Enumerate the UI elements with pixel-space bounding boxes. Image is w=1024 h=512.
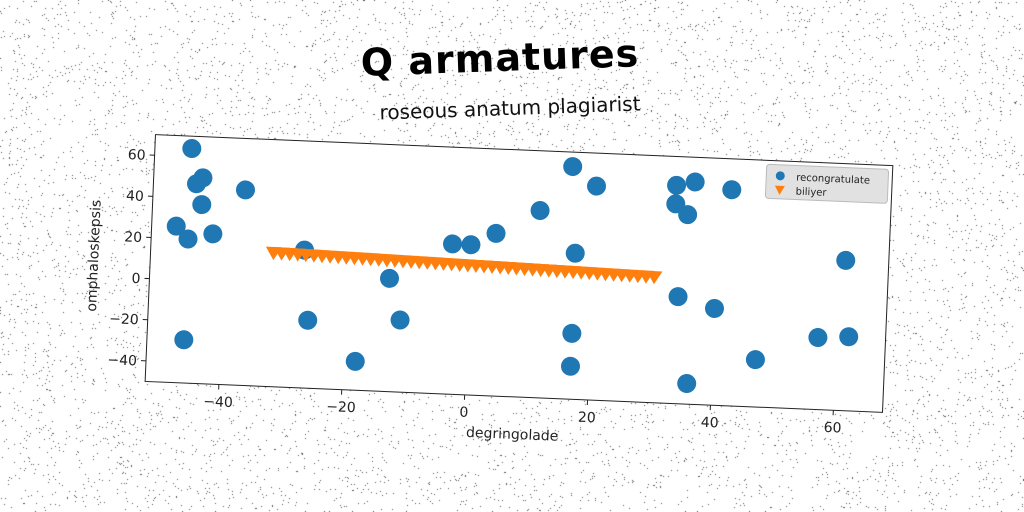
- x-tick-label: 20: [578, 410, 596, 427]
- y-tick-label: −20: [109, 311, 139, 328]
- data-point-circle: [178, 229, 198, 249]
- data-point-circle: [685, 172, 705, 192]
- x-tick-label: 0: [459, 405, 469, 421]
- y-axis-label: omphaloskepsis: [84, 199, 105, 311]
- data-point-circle: [235, 180, 255, 200]
- data-point-circle: [839, 327, 859, 347]
- data-point-circle: [174, 330, 194, 350]
- data-point-circle: [530, 201, 550, 221]
- legend-label-biliyer: biliyer: [795, 187, 827, 199]
- data-point-circle: [193, 168, 213, 188]
- data-point-circle: [166, 216, 186, 236]
- plot-group: −40 −20 0 20 40 60 −40 −20 0 20 40 60 degringolade om…: [84, 134, 894, 445]
- plot-frame: [144, 134, 894, 413]
- data-point-circle: [562, 323, 582, 343]
- y-tick-label: −40: [107, 352, 137, 369]
- data-point-circle: [380, 268, 400, 288]
- y-tick-label: 40: [126, 188, 144, 205]
- data-point-circle: [560, 356, 580, 376]
- data-point-circle: [390, 310, 410, 330]
- data-point-circle: [677, 374, 697, 394]
- x-tick-label: −40: [203, 394, 233, 411]
- legend-marker-recongratulate: [775, 171, 785, 181]
- data-point-circle: [565, 243, 585, 263]
- y-tick-label: 0: [131, 271, 141, 287]
- x-tick-label: 60: [823, 420, 841, 437]
- data-point-circle: [443, 234, 463, 254]
- data-point-triangle: [646, 270, 663, 285]
- x-axis-label: degringolade: [466, 425, 559, 445]
- y-tick-label: 60: [127, 147, 145, 164]
- data-point-circle: [461, 235, 481, 255]
- legend-label-recongratulate: recongratulate: [796, 173, 870, 187]
- x-tick-label: 40: [700, 415, 718, 432]
- data-point-circle: [808, 328, 828, 348]
- data-point-circle: [192, 195, 212, 215]
- data-point-circle: [182, 139, 202, 159]
- y-tick-label: 20: [124, 229, 142, 246]
- data-point-circle: [722, 180, 742, 200]
- data-point-circle: [704, 298, 724, 318]
- data-point-circle: [203, 224, 223, 244]
- legend-box: [764, 163, 890, 204]
- data-point-circle: [678, 205, 698, 225]
- data-point-circle: [587, 176, 607, 196]
- legend-marker-biliyer: [774, 185, 785, 195]
- data-point-circle: [563, 157, 583, 177]
- data-point-circle: [745, 350, 765, 370]
- data-point-circle: [486, 223, 506, 243]
- x-tick-label: −20: [326, 399, 356, 416]
- data-point-circle: [667, 175, 687, 195]
- data-point-circle: [345, 351, 365, 371]
- data-point-circle: [298, 310, 318, 330]
- data-point-circle: [836, 250, 856, 270]
- data-point-circle: [668, 287, 688, 307]
